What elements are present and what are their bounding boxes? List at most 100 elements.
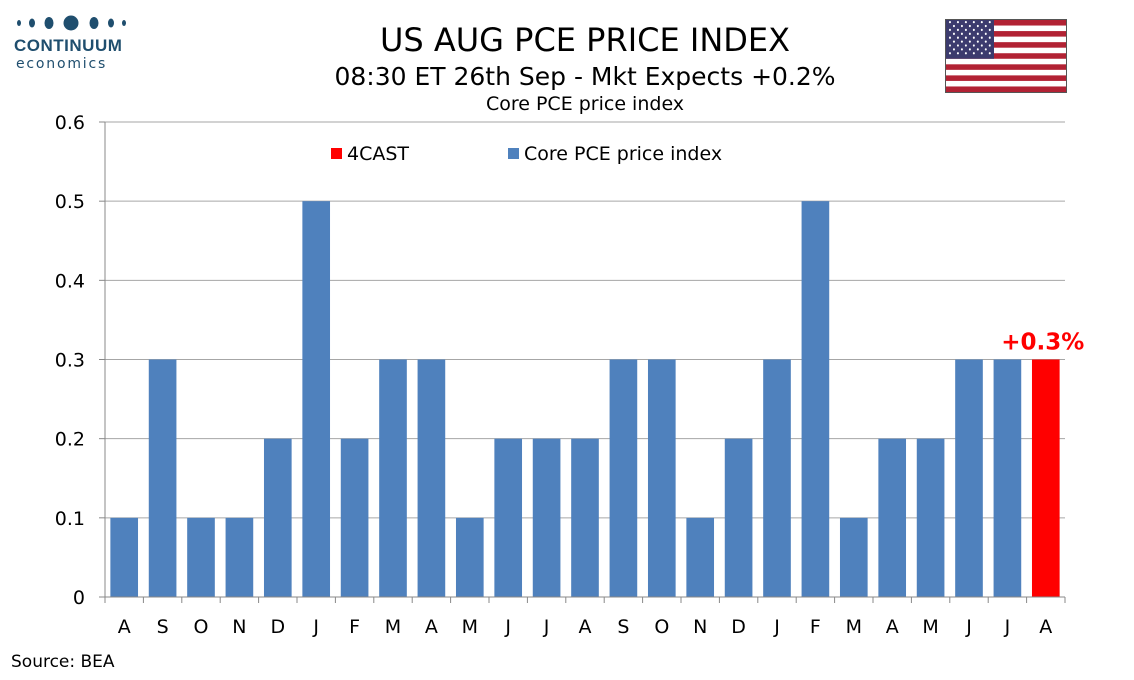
data-bar — [225, 517, 254, 597]
flag-star — [988, 21, 991, 24]
flag-star — [972, 36, 975, 39]
flag-star — [952, 32, 955, 35]
data-bar — [878, 438, 907, 597]
x-tick-label: J — [773, 616, 780, 638]
y-tick-label: 0.2 — [55, 429, 85, 451]
data-bar — [417, 359, 446, 597]
flag-star — [964, 52, 967, 55]
x-tick-label: N — [232, 616, 246, 638]
data-bar — [686, 517, 715, 597]
x-tick-label: J — [543, 616, 550, 638]
flag-star — [948, 52, 951, 55]
data-bar — [609, 359, 638, 597]
data-bar — [955, 359, 983, 597]
flag-star — [972, 44, 975, 47]
x-tick-label: N — [693, 616, 707, 638]
flag-star — [976, 24, 979, 28]
data-bar — [801, 201, 830, 597]
flag-star — [956, 52, 959, 55]
x-tick-label: A — [1039, 616, 1052, 638]
x-tick-label: M — [385, 616, 401, 638]
chart-title: Core PCE price index — [485, 93, 685, 115]
flag-star — [988, 36, 991, 39]
y-tick-label: 0.6 — [55, 112, 85, 134]
flag-star — [968, 24, 971, 28]
flag-star — [964, 28, 967, 32]
flag-star — [976, 48, 979, 51]
x-tick-label: D — [731, 616, 746, 638]
flag-star — [972, 28, 975, 32]
x-tick-label: F — [349, 616, 360, 638]
x-tick-label: S — [157, 616, 169, 638]
flag-star — [980, 44, 983, 47]
logo-name: CONTINUUM — [14, 36, 123, 55]
flag-star — [968, 32, 971, 35]
x-tick-label: D — [270, 616, 285, 638]
flag-star — [980, 36, 983, 39]
x-tick-label: A — [425, 616, 438, 638]
data-bar — [110, 517, 139, 597]
x-tick-label: A — [886, 616, 899, 638]
logo-dots-icon — [17, 15, 126, 31]
data-bar — [455, 517, 484, 597]
y-tick-label: 0.3 — [55, 350, 85, 372]
data-bar — [724, 438, 753, 597]
flag-star — [968, 48, 971, 51]
data-bar — [187, 517, 215, 597]
flag-star — [952, 24, 955, 28]
data-bar — [763, 359, 791, 597]
continuum-logo: CONTINUUM economics — [14, 14, 144, 84]
flag-star — [956, 44, 959, 47]
data-bar — [340, 438, 369, 597]
flag-star — [960, 32, 963, 35]
data-bar — [993, 359, 1022, 597]
x-tick-label: M — [922, 616, 938, 638]
flag-star — [960, 40, 963, 43]
flag-star — [956, 28, 959, 32]
flag-star — [956, 36, 959, 39]
page-subtitle: 08:30 ET 26th Sep - Mkt Expects +0.2% — [334, 62, 836, 91]
flag-star — [948, 44, 951, 47]
x-tick-label: J — [312, 616, 319, 638]
y-tick-label: 0.1 — [55, 508, 85, 530]
x-tick-label: F — [810, 616, 821, 638]
logo-tagline: economics — [16, 56, 108, 72]
flag-star — [964, 44, 967, 47]
flag-star — [980, 52, 983, 55]
flag-star — [952, 48, 955, 51]
x-tick-label: M — [462, 616, 478, 638]
flag-star — [960, 48, 963, 51]
x-tick-label: J — [504, 616, 511, 638]
data-bar — [302, 201, 331, 597]
x-tick-label: J — [965, 616, 972, 638]
flag-star — [980, 28, 983, 32]
flag-star — [956, 21, 959, 24]
flag-star — [988, 44, 991, 47]
x-tick-label: O — [194, 616, 209, 638]
data-bar — [263, 438, 292, 597]
forecast-bar — [1031, 359, 1060, 597]
data-bar — [916, 438, 945, 597]
flag-star — [980, 21, 983, 24]
y-tick-label: 0 — [73, 587, 85, 609]
flag-star — [952, 40, 955, 43]
flag-star — [988, 52, 991, 55]
flag-star — [984, 48, 987, 51]
us-flag-icon — [945, 19, 1067, 93]
flag-star — [984, 24, 987, 28]
flag-star — [972, 21, 975, 24]
data-bar — [532, 438, 561, 597]
forecast-annotation: +0.3% — [1001, 330, 1084, 356]
flag-star — [972, 52, 975, 55]
x-tick-label: A — [118, 616, 131, 638]
flag-star — [948, 36, 951, 39]
flag-star — [976, 40, 979, 43]
flag-star — [964, 21, 967, 24]
data-bar — [148, 359, 177, 597]
page-title: US AUG PCE PRICE INDEX — [379, 21, 791, 59]
flag-star — [948, 21, 951, 24]
legend-label: 4CAST — [347, 143, 409, 165]
flag-star — [984, 32, 987, 35]
flag-star — [960, 24, 963, 28]
